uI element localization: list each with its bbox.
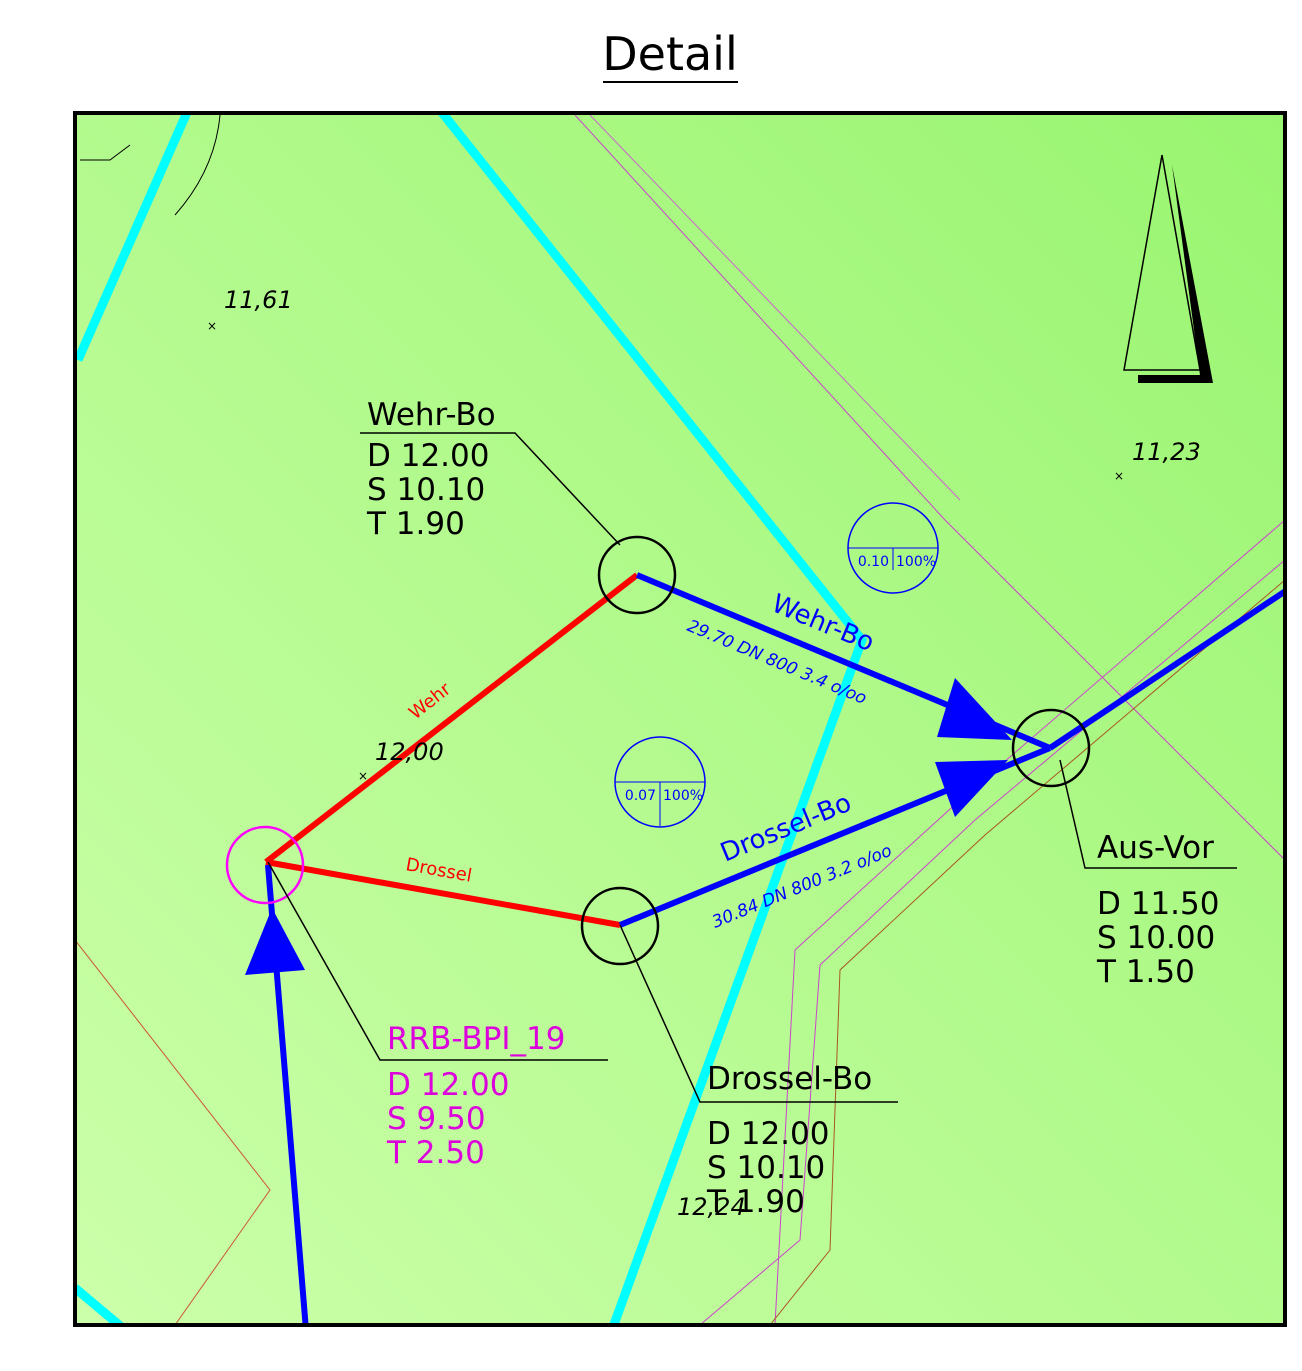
fill-value: 0.07 xyxy=(625,788,656,804)
spot-height: 12,00 xyxy=(375,738,444,766)
fill-value: 0.10 xyxy=(858,554,889,570)
drawing: Detail Wehr Drossel Wehr-Bo 29.70 DN 800… xyxy=(0,0,1302,1371)
fill-percent: 100% xyxy=(896,554,936,570)
node-name: Drossel-Bo xyxy=(707,1061,872,1097)
svg-text:×: × xyxy=(1114,469,1124,483)
node-line: S 10.10 xyxy=(707,1150,825,1186)
title: Detail xyxy=(602,27,738,81)
map: Wehr Drossel Wehr-Bo 29.70 DN 800 3.4 o/… xyxy=(75,110,1290,1330)
node-line: T 2.50 xyxy=(386,1135,485,1171)
node-line: D 12.00 xyxy=(387,1067,509,1103)
node-line: D 12.00 xyxy=(707,1116,829,1152)
node-line: T 1.50 xyxy=(1096,954,1195,990)
spot-height: 11,61 xyxy=(224,286,293,314)
svg-text:×: × xyxy=(358,769,368,783)
svg-text:×: × xyxy=(207,319,217,333)
node-line: D 11.50 xyxy=(1097,886,1219,922)
node-name: Wehr-Bo xyxy=(367,397,496,433)
node-line: S 10.10 xyxy=(367,472,485,508)
node-name: Aus-Vor xyxy=(1097,830,1214,866)
node-line: D 12.00 xyxy=(367,438,489,474)
spot-height: 12,24 xyxy=(677,1193,746,1221)
fill-percent: 100% xyxy=(663,788,703,804)
node-line: T 1.90 xyxy=(366,506,465,542)
node-name: RRB-BPI_19 xyxy=(387,1021,565,1057)
node-line: S 9.50 xyxy=(387,1101,486,1137)
node-line: S 10.00 xyxy=(1097,920,1215,956)
spot-height: 11,23 xyxy=(1132,438,1201,466)
